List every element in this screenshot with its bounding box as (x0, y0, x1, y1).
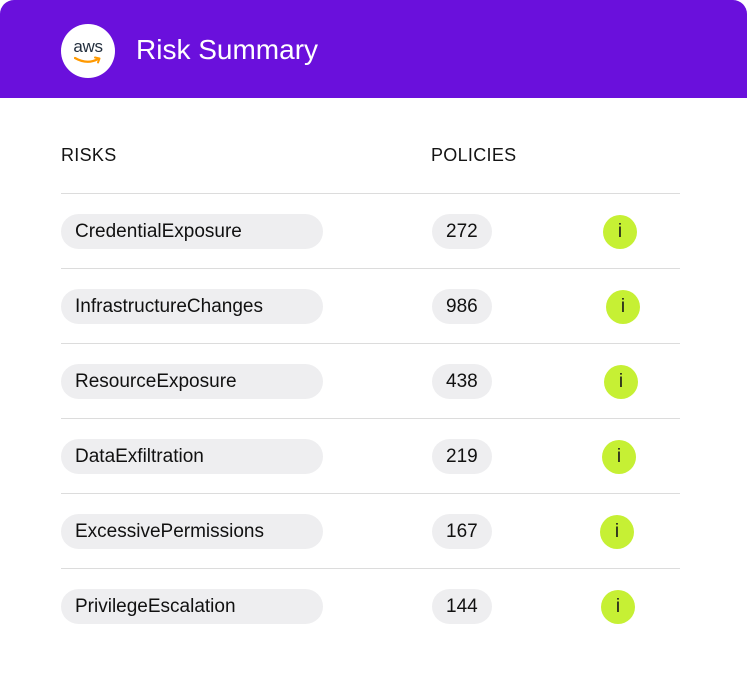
policy-count: 167 (432, 514, 492, 549)
risk-table: CredentialExposure 272 i InfrastructureC… (61, 193, 680, 643)
risk-label: PrivilegeEscalation (61, 589, 323, 624)
policy-count: 272 (432, 214, 492, 249)
policy-count: 144 (432, 589, 492, 624)
policy-count: 986 (432, 289, 492, 324)
info-icon[interactable]: i (603, 215, 637, 249)
table-row: CredentialExposure 272 i (61, 194, 680, 269)
table-row: PrivilegeEscalation 144 i (61, 569, 680, 643)
column-header-risks: RISKS (61, 145, 117, 165)
table-row: ExcessivePermissions 167 i (61, 494, 680, 569)
risk-label: ExcessivePermissions (61, 514, 323, 549)
header: aws Risk Summary (0, 0, 747, 98)
table-row: ResourceExposure 438 i (61, 344, 680, 419)
aws-logo-icon: aws (61, 24, 115, 78)
table-row: DataExfiltration 219 i (61, 419, 680, 494)
risk-label: ResourceExposure (61, 364, 323, 399)
info-icon[interactable]: i (604, 365, 638, 399)
aws-smile-icon (74, 56, 101, 64)
risk-label: DataExfiltration (61, 439, 323, 474)
info-icon[interactable]: i (602, 440, 636, 474)
info-icon[interactable]: i (600, 515, 634, 549)
column-header-policies: POLICIES (431, 145, 517, 165)
info-icon[interactable]: i (601, 590, 635, 624)
risk-label: CredentialExposure (61, 214, 323, 249)
page-title: Risk Summary (136, 34, 319, 65)
table-row: InfrastructureChanges 986 i (61, 269, 680, 344)
info-icon[interactable]: i (606, 290, 640, 324)
policy-count: 438 (432, 364, 492, 399)
logo-text: aws (73, 37, 103, 56)
risk-label: InfrastructureChanges (61, 289, 323, 324)
policy-count: 219 (432, 439, 492, 474)
